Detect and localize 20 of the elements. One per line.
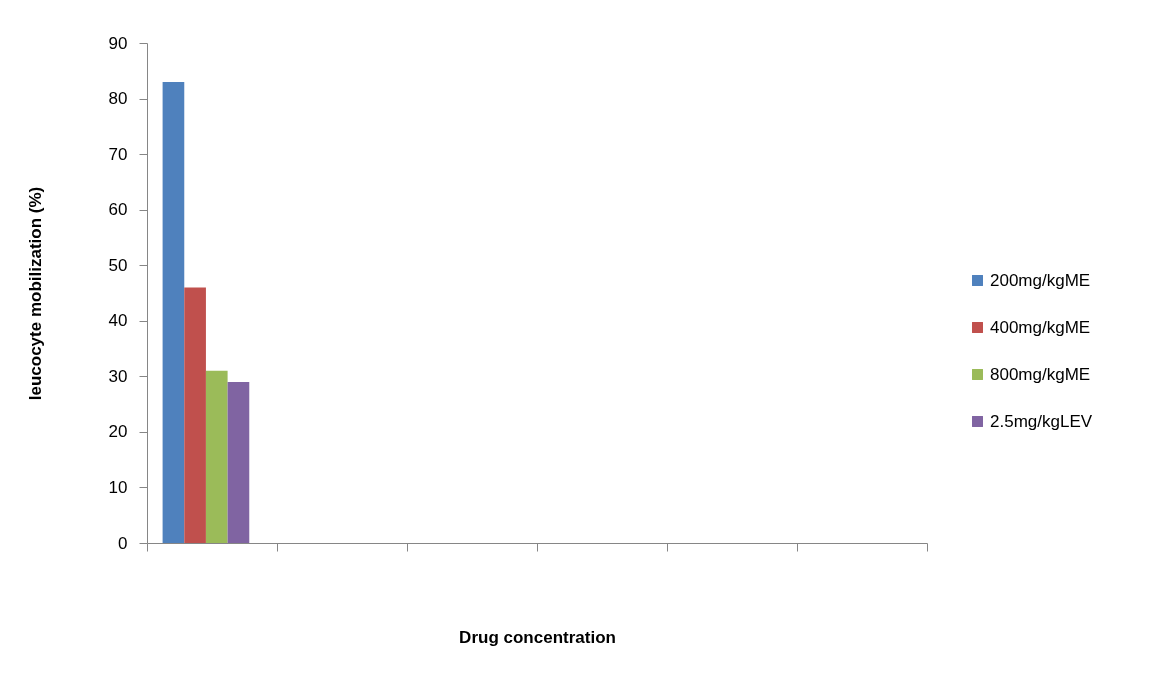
bar [227, 381, 250, 543]
bar [162, 81, 185, 543]
y-tick-label: 70 [108, 144, 128, 164]
y-tick-label: 10 [108, 477, 128, 497]
y-tick-label: 60 [108, 200, 128, 220]
y-tick-label: 90 [108, 33, 128, 53]
y-tick-label: 80 [108, 89, 128, 109]
y-tick-label: 40 [108, 311, 128, 331]
legend-label: 2.5mg/kgLEV [990, 411, 1093, 431]
bar [184, 287, 206, 543]
legend-label: 400mg/kgME [990, 317, 1091, 337]
legend-label: 200mg/kgME [990, 270, 1091, 290]
y-tick-label: 20 [108, 422, 128, 442]
y-tick-label: 50 [108, 255, 128, 275]
bar [205, 370, 228, 543]
y-tick-label: 0 [118, 533, 128, 553]
y-tick-label: 30 [108, 366, 128, 386]
x-axis-title: Drug concentration [459, 628, 616, 647]
y-axis-title: leucocyte mobilization (%) [25, 186, 45, 401]
legend-label: 800mg/kgME [990, 364, 1091, 384]
